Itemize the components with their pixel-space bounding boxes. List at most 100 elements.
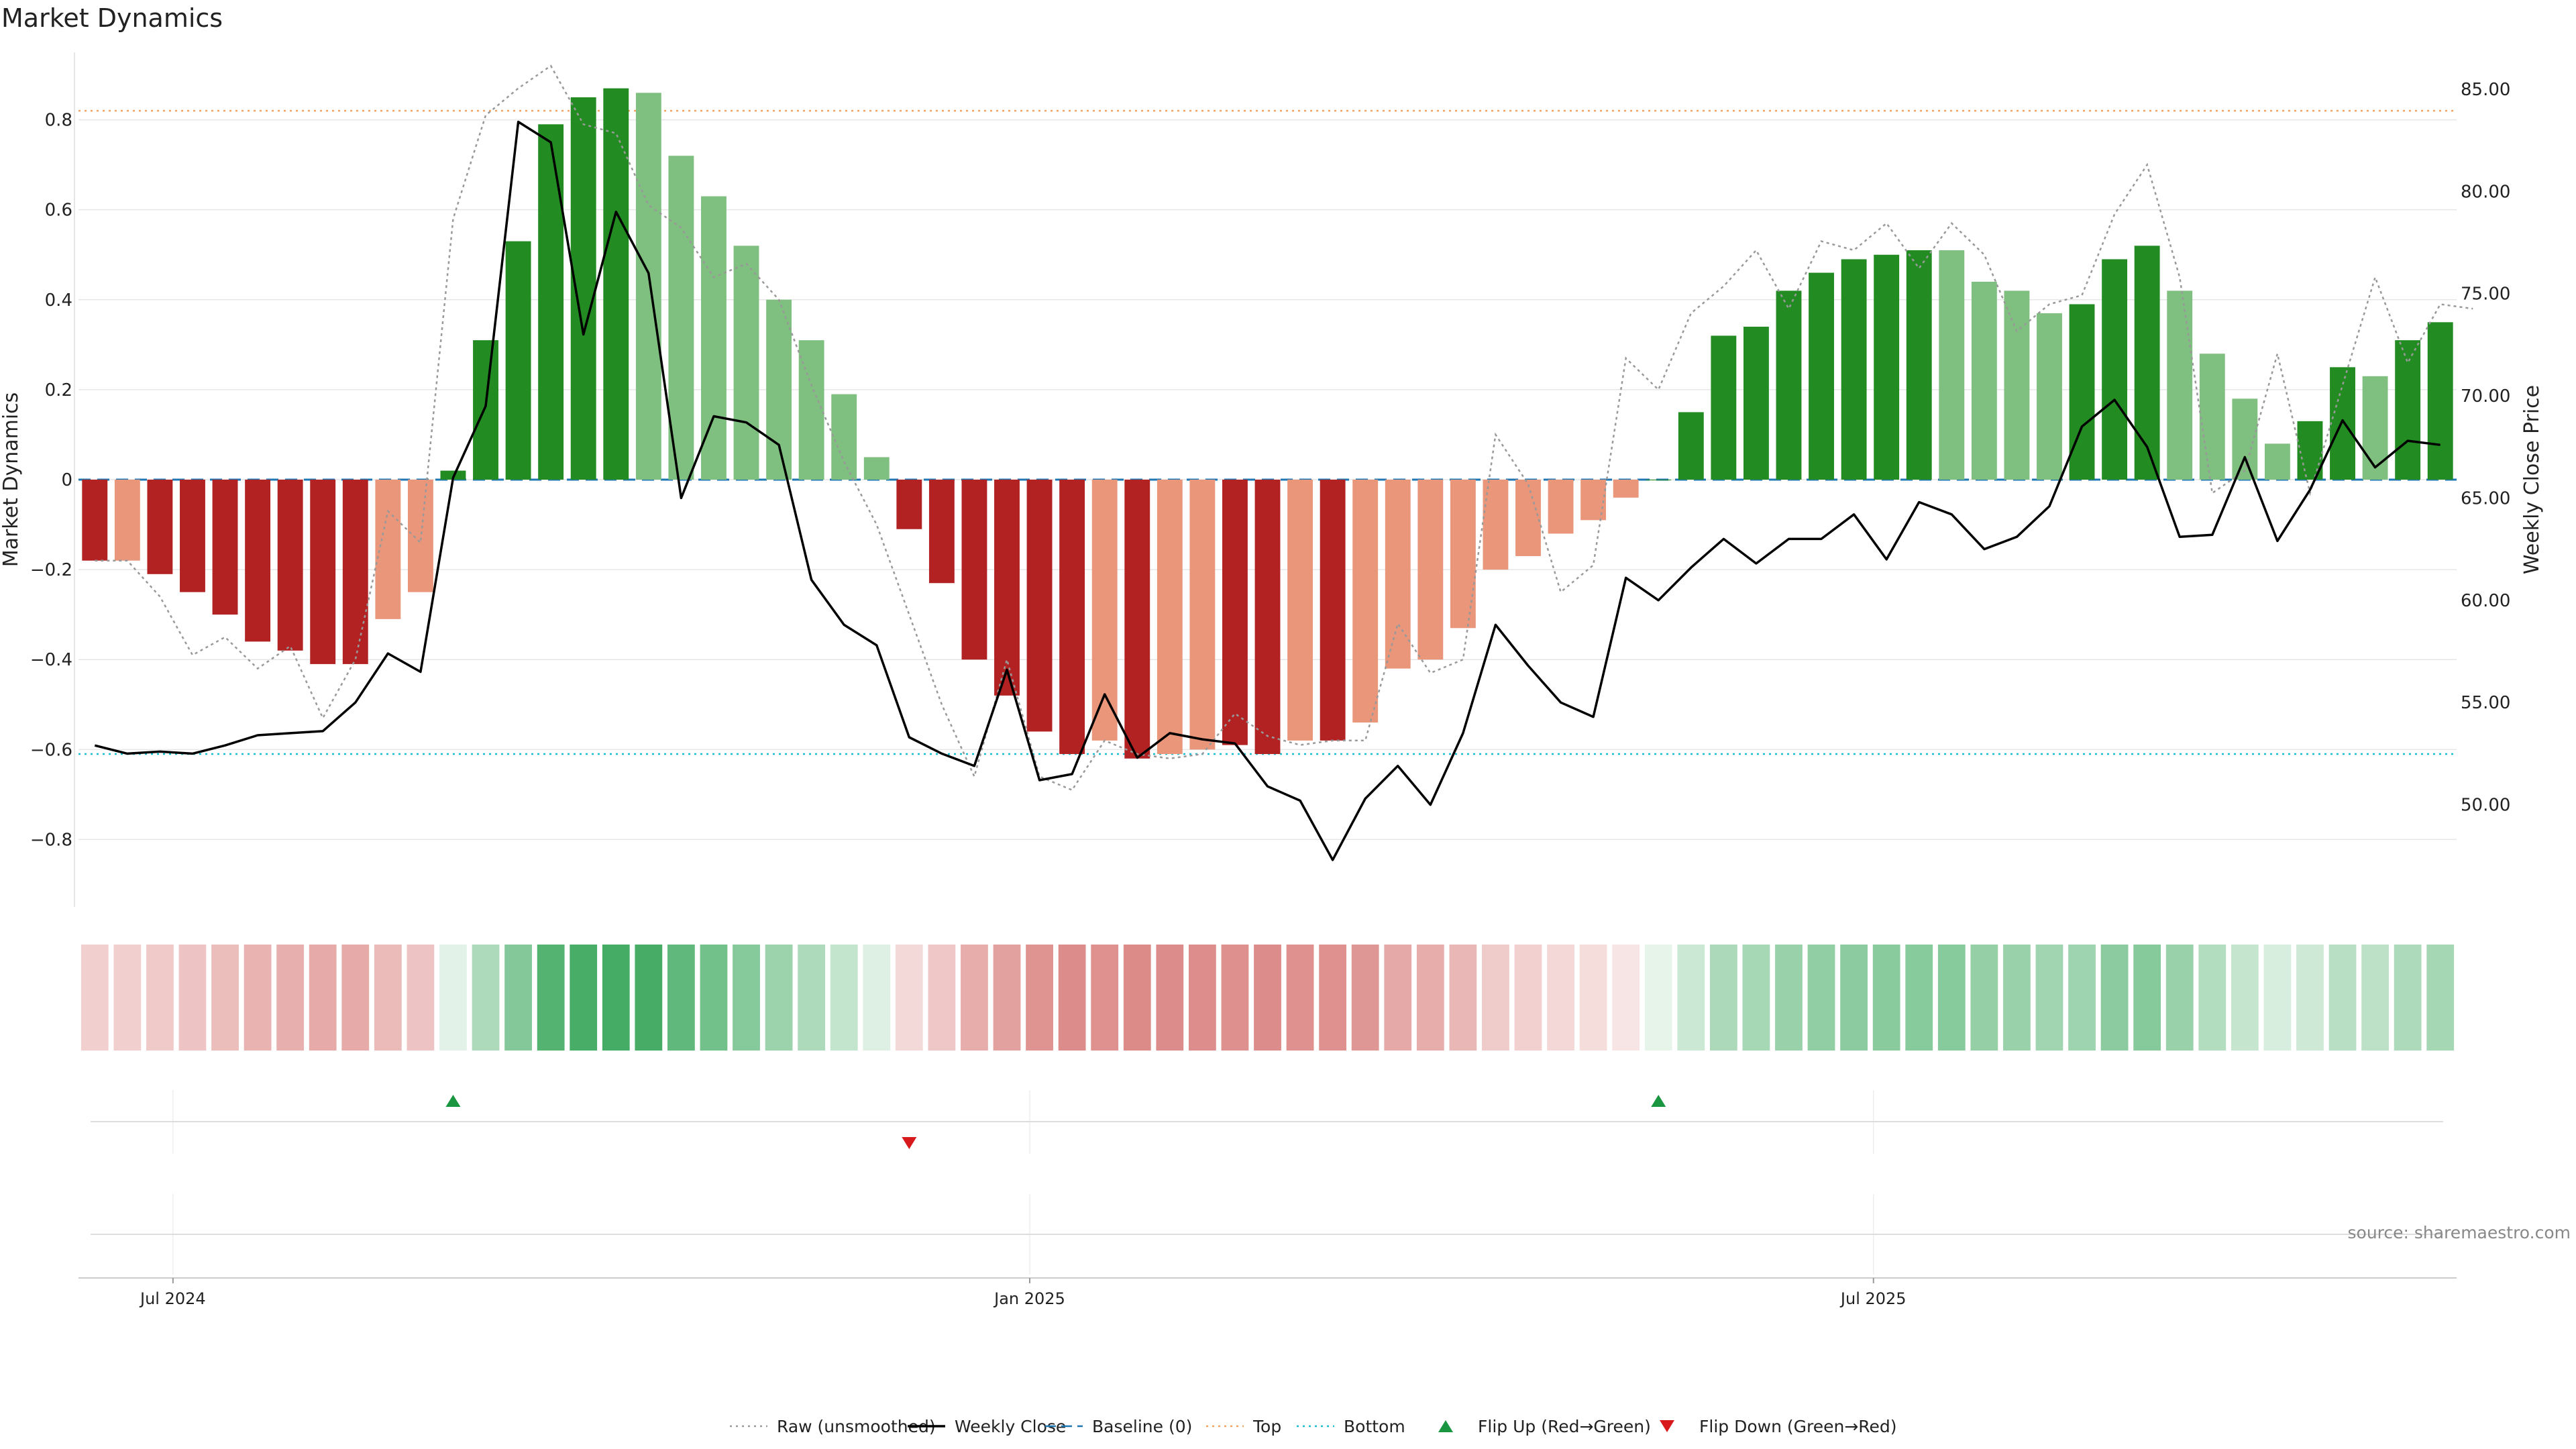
dynamics-bar bbox=[1222, 480, 1248, 745]
dynamics-bar bbox=[2395, 340, 2421, 480]
dynamics-bar bbox=[147, 480, 173, 574]
overlay-lines bbox=[94, 64, 2473, 861]
heatmap-cell bbox=[1970, 945, 1998, 1051]
heatmap-cell bbox=[1937, 945, 1966, 1051]
heatmap-cell bbox=[863, 945, 891, 1051]
dynamics-bar bbox=[2362, 376, 2388, 480]
right-tick-label: 50.00 bbox=[2461, 796, 2510, 816]
dynamics-bar bbox=[928, 480, 955, 584]
heatmap-cell bbox=[2035, 945, 2063, 1051]
right-tick-label: 65.00 bbox=[2461, 488, 2510, 508]
dynamics-bar bbox=[1548, 480, 1574, 534]
dynamics-bar bbox=[1091, 480, 1118, 741]
legend-item: Baseline (0) bbox=[1045, 1417, 1192, 1436]
left-tick-label: −0.8 bbox=[30, 830, 72, 850]
heatmap-cell bbox=[1514, 945, 1542, 1051]
heatmap-cell bbox=[2100, 945, 2129, 1051]
dynamics-bar bbox=[798, 340, 824, 480]
left-tick-label: −0.2 bbox=[30, 560, 72, 580]
dynamics-bar bbox=[538, 124, 564, 480]
dynamics-bar bbox=[114, 480, 140, 561]
dynamics-bar bbox=[1743, 327, 1769, 480]
dynamics-bar bbox=[407, 480, 433, 592]
heatmap-cell bbox=[1156, 945, 1184, 1051]
dynamics-bar bbox=[1809, 272, 1834, 480]
heatmap-cell bbox=[1547, 945, 1574, 1051]
dynamics-bar bbox=[1874, 254, 1900, 480]
heatmap-cell bbox=[1709, 945, 1737, 1051]
legend-label: Baseline (0) bbox=[1092, 1417, 1192, 1436]
dynamics-bar bbox=[180, 480, 205, 592]
heatmap-cell bbox=[1058, 945, 1086, 1051]
legend-label: Bottom bbox=[1344, 1417, 1405, 1436]
heatmap-cell bbox=[700, 945, 728, 1051]
heatmap-cell bbox=[830, 945, 858, 1051]
dynamics-bar bbox=[994, 480, 1020, 696]
heatmap-cell bbox=[439, 945, 467, 1051]
dynamics-bar bbox=[1254, 480, 1281, 755]
heatmap-cell bbox=[602, 945, 630, 1051]
heatmap-cell bbox=[374, 945, 402, 1051]
dynamics-bar bbox=[1841, 259, 1867, 480]
heatmap-cell bbox=[2361, 945, 2389, 1051]
heatmap-cell bbox=[244, 945, 272, 1051]
legend-item: Flip Up (Red→Green) bbox=[1438, 1417, 1651, 1436]
heatmap-cell bbox=[1579, 945, 1607, 1051]
heatmap-cell bbox=[2263, 945, 2292, 1051]
heatmap-cell bbox=[1351, 945, 1379, 1051]
heatmap-cell bbox=[667, 945, 695, 1051]
dynamics-bar bbox=[668, 156, 694, 480]
flip-up-marker bbox=[445, 1095, 461, 1107]
dynamics-bar bbox=[82, 480, 108, 561]
heatmap-cell bbox=[733, 945, 760, 1051]
right-tick-label: 75.00 bbox=[2461, 284, 2510, 305]
y-axis-label-right: Weekly Close Price bbox=[2520, 385, 2544, 574]
dynamics-bar bbox=[2004, 290, 2030, 480]
empty-timeline-panel bbox=[91, 1194, 2443, 1275]
dynamics-bar bbox=[1450, 480, 1476, 629]
dynamics-bar bbox=[1613, 480, 1639, 498]
heatmap-cell bbox=[993, 945, 1021, 1051]
dynamics-bar bbox=[212, 480, 238, 615]
chart-title: Market Dynamics bbox=[1, 3, 223, 33]
legend-item: Bottom bbox=[1297, 1417, 1405, 1436]
dynamics-bar bbox=[1906, 250, 1932, 480]
x-tick-label: Jul 2024 bbox=[139, 1289, 206, 1308]
dynamics-bar bbox=[2134, 246, 2160, 480]
heatmap-cell bbox=[1254, 945, 1281, 1051]
heatmap-cell bbox=[1123, 945, 1151, 1051]
dynamics-bar bbox=[2264, 443, 2290, 480]
dynamics-bar bbox=[863, 457, 890, 480]
dynamics-bar bbox=[277, 480, 303, 651]
heatmap-cell bbox=[80, 945, 109, 1051]
dynamics-bar bbox=[1515, 480, 1541, 556]
heatmap-cell bbox=[1286, 945, 1314, 1051]
dynamics-bar bbox=[2232, 398, 2258, 480]
dynamics-bar bbox=[1776, 290, 1802, 480]
heatmap-cell bbox=[1840, 945, 1868, 1051]
heatmap-cell bbox=[211, 945, 239, 1051]
heatmap-cell bbox=[2133, 945, 2161, 1051]
dynamics-bar bbox=[1320, 480, 1346, 741]
dynamics-bar bbox=[2037, 313, 2062, 480]
legend-label: Top bbox=[1252, 1417, 1281, 1436]
dynamics-bar bbox=[2330, 367, 2355, 480]
legend: Raw (unsmoothed) Weekly Close Baseline (0)… bbox=[730, 1417, 1897, 1436]
heatmap-cell bbox=[341, 945, 370, 1051]
dynamics-bar bbox=[1711, 335, 1737, 480]
dynamics-bar bbox=[635, 93, 661, 480]
right-tick-label: 80.00 bbox=[2461, 182, 2510, 202]
heatmap-cell bbox=[146, 945, 174, 1051]
heatmap-cell bbox=[2296, 945, 2324, 1051]
dynamics-bar bbox=[1287, 480, 1313, 741]
dynamics-bar bbox=[375, 480, 401, 619]
heatmap-cell bbox=[1482, 945, 1509, 1051]
dynamics-bar bbox=[1417, 480, 1444, 660]
heatmap-cell bbox=[798, 945, 826, 1051]
heatmap-cell bbox=[1026, 945, 1053, 1051]
dynamics-bar bbox=[505, 241, 531, 480]
weekly-close-line bbox=[94, 120, 2440, 861]
left-axis-ticks: −0.8 −0.6 −0.4 −0.2 0 0.2 0.4 0.6 0.8 bbox=[30, 111, 72, 851]
heatmap-cell bbox=[1644, 945, 1672, 1051]
heatmap-cell bbox=[407, 945, 435, 1051]
